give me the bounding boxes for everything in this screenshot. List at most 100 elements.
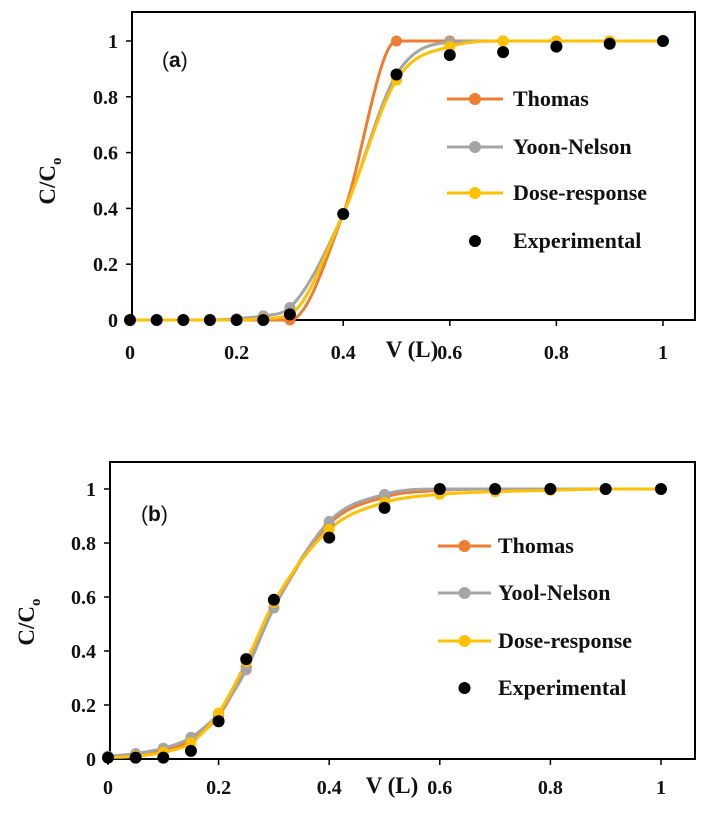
data-point-experimental [655, 483, 667, 495]
data-point-experimental [129, 751, 142, 764]
x-tick-label: 0 [103, 777, 113, 799]
x-tick-label: 0.6 [437, 342, 462, 364]
legend-marker [469, 235, 481, 247]
panel-label: (a) [162, 49, 188, 72]
data-point-experimental [267, 593, 280, 606]
series-line-thomas [107, 487, 661, 758]
legend-label: Experimental [513, 228, 641, 253]
data-point-experimental [433, 483, 446, 495]
legend-item: Experimental [458, 675, 626, 700]
data-point-experimental [283, 308, 296, 321]
legend-label: Thomas [513, 86, 589, 111]
plot-frame [109, 461, 696, 760]
y-tick-label: 0 [86, 749, 96, 771]
data-point-experimental [489, 483, 502, 495]
y-tick-label: 0.8 [71, 533, 96, 555]
x-tick-label: 1 [656, 777, 666, 799]
legend-label: Yool-Nelson [498, 580, 610, 605]
legend-item: Experimental [469, 228, 641, 253]
legend-marker [458, 587, 471, 599]
y-tick-label: 0.4 [93, 198, 118, 220]
y-tick-label: 0.6 [71, 587, 96, 609]
data-point-experimental [102, 751, 114, 764]
x-tick-label: 0.4 [331, 342, 356, 364]
data-point-yool-nelson [323, 515, 335, 527]
chart-panel-b: 0 0.2 0.4 0.6 0.8 1 0 0.2 0.4 0.6 0.8 1 Thomas Yool-N… [14, 461, 696, 799]
x-tick-label: 0.2 [206, 777, 231, 799]
data-point-yool-nelson [379, 488, 390, 500]
y-tick-label: 0.6 [93, 143, 118, 165]
y-axis-title: C/Co [14, 598, 44, 645]
data-point-thomas [391, 35, 402, 47]
x-tick-label: 0.2 [224, 342, 249, 364]
data-point-experimental [177, 314, 190, 326]
y-tick-label: 1 [86, 479, 96, 501]
x-axis-title: V (L) [366, 773, 419, 798]
data-point-experimental [550, 40, 563, 53]
data-point-dose-response [213, 707, 225, 719]
legend-marker [458, 682, 471, 694]
legend-item: Dose-response [447, 180, 647, 205]
legend-marker [469, 141, 481, 153]
data-point-experimental [390, 68, 403, 81]
panel-label: (b) [141, 503, 168, 526]
legend-item: Yool-Nelson [438, 580, 610, 605]
data-point-experimental [157, 751, 170, 764]
data-point-experimental [443, 48, 456, 61]
legend-label: Dose-response [498, 628, 632, 653]
data-point-experimental [212, 715, 225, 728]
x-tick-label: 0 [125, 342, 135, 364]
x-axis-title: V (L) [386, 337, 439, 362]
data-point-experimental [323, 531, 336, 544]
data-point-experimental [184, 744, 197, 757]
series-line-yool-nelson [107, 487, 661, 758]
data-point-dose-response [185, 737, 197, 749]
y-tick-label: 0.8 [93, 87, 118, 109]
y-tick-label: 1 [108, 31, 118, 53]
legend-label: Yoon-Nelson [513, 134, 632, 159]
legend-marker [469, 93, 481, 105]
legend-marker [458, 540, 471, 552]
y-tick-label: 0.2 [71, 695, 96, 717]
x-tick-label: 0.6 [427, 777, 452, 799]
data-point-experimental [337, 207, 350, 220]
data-point-experimental [124, 314, 136, 326]
data-point-experimental [544, 483, 557, 495]
x-tick-label: 1 [658, 342, 668, 364]
chart-panel-a: 0 0.2 0.4 0.6 0.8 1 0 0.2 0.4 0.6 0.8 1 Thomas Yoon-N… [35, 11, 696, 364]
x-tick-label: 0.4 [317, 777, 342, 799]
data-point-experimental [240, 653, 253, 666]
x-tick-label: 0.8 [538, 777, 563, 799]
legend-marker [458, 635, 471, 647]
data-point-experimental [603, 37, 616, 50]
y-tick-label: 0.2 [93, 254, 118, 276]
data-point-yool-nelson [240, 664, 252, 676]
legend-item: Dose-response [438, 628, 632, 653]
y-tick-label: 0.4 [71, 641, 96, 663]
series-line-dose-response [129, 39, 663, 322]
data-point-dose-response [323, 524, 335, 535]
data-point-dose-response [497, 35, 509, 47]
legend-item: Thomas [438, 533, 574, 558]
series-line-dose-response [107, 487, 661, 760]
legend-item: Yoon-Nelson [447, 134, 632, 159]
data-point-experimental [150, 314, 163, 326]
x-tick-label: 0.8 [544, 342, 569, 364]
data-point-experimental [657, 35, 669, 47]
legend-label: Dose-response [513, 180, 647, 205]
legend-marker [469, 187, 481, 199]
data-point-dose-response [444, 41, 456, 53]
data-point-experimental [378, 501, 391, 514]
legend-label: Experimental [498, 675, 626, 700]
data-point-experimental [203, 314, 216, 326]
data-point-experimental [497, 46, 510, 59]
legend-label: Thomas [498, 533, 574, 558]
data-point-experimental [257, 314, 270, 326]
legend-item: Thomas [447, 86, 589, 111]
plot-frame [131, 11, 696, 321]
y-axis-title: C/Co [35, 157, 65, 204]
data-point-experimental [599, 483, 612, 495]
data-point-experimental [230, 314, 243, 326]
